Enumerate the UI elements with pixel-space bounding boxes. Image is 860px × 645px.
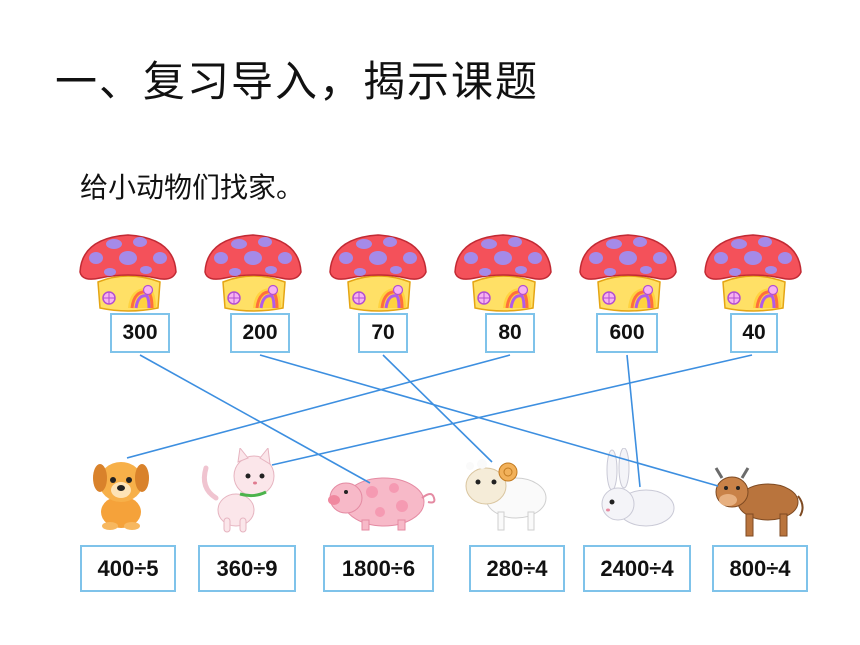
house-number-box[interactable]: 80 [485,313,535,353]
expression-box[interactable]: 1800÷6 [323,545,434,592]
expression-box[interactable]: 2400÷4 [583,545,691,592]
page-title: 一、复习导入，揭示课题 [55,57,540,106]
expression-box[interactable]: 360÷9 [198,545,296,592]
rabbit-icon [601,448,675,527]
cat-icon [201,448,275,533]
connector-line [382,354,493,463]
instruction-text: 给小动物们找家。 [80,171,305,204]
connector-line [271,354,753,466]
house-number-box[interactable]: 200 [230,313,290,353]
house-number-box[interactable]: 70 [358,313,408,353]
expression-box[interactable]: 400÷5 [80,545,176,592]
expression-box[interactable]: 800÷4 [712,545,808,592]
cow-icon [714,467,804,537]
house-number-box[interactable]: 600 [596,313,658,353]
house-number-box[interactable]: 300 [110,313,170,353]
dog-icon [93,462,149,530]
connector-line [626,354,641,488]
connector-line [259,354,719,487]
house-number-box[interactable]: 40 [730,313,778,353]
connector-line [126,354,511,459]
pig-icon [328,477,436,531]
expression-box[interactable]: 280÷4 [469,545,565,592]
sheep-icon [465,459,547,531]
connector-line [139,354,371,484]
